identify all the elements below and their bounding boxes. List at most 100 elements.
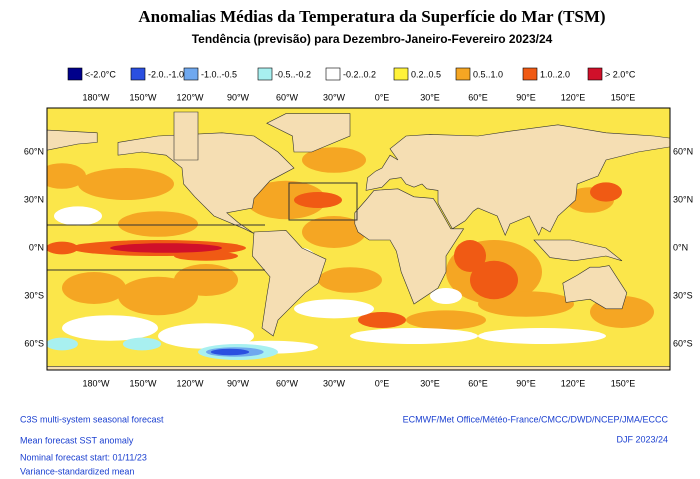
lon-label-bottom: 30°E: [420, 378, 440, 388]
lon-label-top: 120°E: [561, 92, 586, 102]
legend-label: -0.2..0.2: [343, 69, 376, 79]
lat-label-right: 30°N: [673, 194, 693, 204]
lon-label-bottom: 30°W: [323, 378, 346, 388]
lat-label-left: 60°N: [24, 146, 44, 156]
legend-label: > 2.0°C: [605, 69, 636, 79]
legend-label: 0.2..0.5: [411, 69, 441, 79]
anomaly-area: [47, 337, 78, 351]
legend: <-2.0°C -2.0..-1.0 -1.0..-0.5 -0.5..-0.2 -0.…: [67, 67, 636, 81]
legend-swatch: [183, 67, 199, 81]
lon-label-top: 60°W: [276, 92, 299, 102]
anomaly-area: [302, 216, 366, 248]
lat-label-left: 0°N: [29, 242, 44, 252]
lat-label-right: 60°S: [673, 338, 693, 348]
footer-right: DJF 2023/24: [616, 434, 668, 444]
legend-swatch: [130, 67, 146, 81]
map-frame: [46, 107, 671, 371]
map: [47, 108, 670, 370]
lon-label-top: 0°E: [375, 92, 390, 102]
lon-label-top: 30°E: [420, 92, 440, 102]
land: [117, 132, 295, 236]
lon-label-bottom: 0°E: [375, 378, 390, 388]
anomaly-area: [318, 267, 382, 293]
anomaly-area: [478, 328, 606, 344]
land: [47, 111, 670, 370]
legend-swatch: [587, 67, 603, 81]
anomaly-area: [78, 168, 174, 200]
land: [47, 129, 98, 151]
anomaly-area: [210, 348, 250, 356]
footer-left: Mean forecast SST anomaly: [20, 435, 134, 445]
legend-swatch: [325, 67, 341, 81]
land: [354, 188, 465, 305]
lon-label-top: 120°W: [176, 92, 204, 102]
legend-swatch: [393, 67, 409, 81]
lat-label-right: 30°S: [673, 290, 693, 300]
anomaly-area: [454, 240, 486, 272]
land: [47, 366, 670, 370]
footer-left: Variance-standardized mean: [20, 466, 134, 476]
lon-label-bottom: 150°W: [129, 378, 157, 388]
footer-left: Nominal forecast start: 01/11/23: [20, 452, 147, 462]
anomaly-area: [294, 299, 374, 319]
lat-label-right: 60°N: [673, 146, 693, 156]
anomaly-area: [158, 323, 254, 349]
lon-label-top: 150°W: [129, 92, 157, 102]
axis-labels: 180°W 180°W 150°W 150°W 120°W 120°W 90°W 90°W 60…: [24, 92, 693, 388]
lon-label-bottom: 90°W: [227, 378, 250, 388]
anomalies: [47, 147, 654, 360]
legend-label: -2.0..-1.0: [148, 69, 184, 79]
lat-label-left: 30°N: [24, 194, 44, 204]
lon-label-top: 90°E: [516, 92, 536, 102]
lon-label-bottom: 60°W: [276, 378, 299, 388]
legend-label: -1.0..-0.5: [201, 69, 237, 79]
lon-label-top: 90°W: [227, 92, 250, 102]
anomaly-area: [358, 312, 406, 328]
anomaly-area: [118, 211, 198, 237]
anomaly-area: [430, 288, 462, 304]
anomaly-area: [302, 147, 366, 173]
lon-label-top: 150°E: [611, 92, 636, 102]
anomaly-area: [406, 310, 486, 330]
lon-label-bottom: 150°E: [611, 378, 636, 388]
anomaly-area: [470, 260, 518, 300]
lat-label-left: 60°S: [24, 338, 44, 348]
land: [252, 230, 327, 337]
land: [533, 239, 623, 262]
anomaly-area: [590, 182, 622, 202]
anomaly-area: [47, 241, 78, 255]
anomaly-area: [62, 272, 126, 304]
lon-label-top: 30°W: [323, 92, 346, 102]
lon-label-bottom: 120°W: [176, 378, 204, 388]
lat-label-left: 30°S: [24, 290, 44, 300]
legend-swatch: [455, 67, 471, 81]
anomaly-area: [174, 251, 238, 261]
anomaly-area: [174, 264, 238, 296]
lon-label-bottom: 180°W: [82, 378, 110, 388]
region-box: [288, 182, 358, 221]
anomaly-area: [294, 192, 342, 208]
footer-right: ECMWF/Met Office/Météo-France/CMCC/DWD/N…: [403, 414, 669, 424]
lat-label-right: 0°N: [673, 242, 688, 252]
legend-label: 1.0..2.0: [540, 69, 570, 79]
anomaly-area: [54, 206, 102, 226]
legend-swatch: [522, 67, 538, 81]
legend-label: <-2.0°C: [85, 69, 116, 79]
land: [266, 113, 351, 153]
legend-label: 0.5..1.0: [473, 69, 503, 79]
footer-left: C3S multi-system seasonal forecast: [20, 414, 164, 424]
lon-label-bottom: 90°E: [516, 378, 536, 388]
anomaly-area: [47, 163, 86, 189]
lon-label-bottom: 60°E: [468, 378, 488, 388]
land: [562, 265, 628, 310]
footer: C3S multi-system seasonal forecast Mean f…: [20, 414, 669, 476]
land: [365, 124, 670, 236]
subtitle: Tendência (previsão) para Dezembro-Janei…: [192, 32, 553, 46]
anomaly-area: [122, 337, 162, 351]
legend-swatch: [67, 67, 83, 81]
lon-label-top: 180°W: [82, 92, 110, 102]
lon-label-top: 60°E: [468, 92, 488, 102]
land: [173, 111, 199, 161]
title: Anomalias Médias da Temperatura da Super…: [138, 7, 605, 26]
